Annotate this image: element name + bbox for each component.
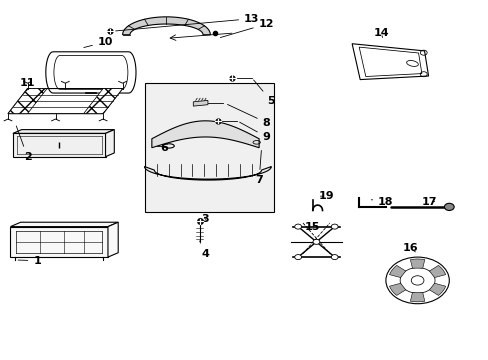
Circle shape: [312, 239, 319, 244]
Text: 7: 7: [255, 150, 263, 185]
Text: 16: 16: [402, 243, 417, 253]
Text: 15: 15: [305, 222, 320, 231]
Polygon shape: [144, 167, 271, 180]
Polygon shape: [389, 283, 405, 296]
Polygon shape: [10, 226, 108, 257]
Polygon shape: [108, 222, 118, 257]
Text: 5: 5: [253, 80, 275, 106]
Polygon shape: [428, 265, 445, 278]
Text: 8: 8: [227, 104, 270, 128]
Text: 13: 13: [115, 14, 259, 31]
FancyBboxPatch shape: [144, 83, 273, 212]
Text: 1: 1: [18, 256, 41, 266]
Text: 18: 18: [370, 197, 393, 207]
Circle shape: [410, 276, 423, 285]
Circle shape: [399, 267, 434, 293]
Text: 4: 4: [199, 241, 209, 258]
Polygon shape: [152, 121, 259, 148]
Polygon shape: [409, 259, 424, 268]
Polygon shape: [122, 17, 210, 35]
Text: 17: 17: [421, 197, 437, 207]
Polygon shape: [10, 222, 118, 226]
Polygon shape: [193, 100, 207, 106]
Circle shape: [444, 203, 453, 211]
Polygon shape: [428, 283, 445, 296]
Circle shape: [330, 224, 337, 229]
Circle shape: [294, 224, 301, 229]
Text: 12: 12: [220, 19, 274, 37]
Text: 2: 2: [16, 126, 31, 162]
Polygon shape: [105, 130, 114, 157]
Text: 9: 9: [239, 122, 270, 142]
Polygon shape: [83, 89, 122, 114]
Polygon shape: [409, 293, 424, 302]
Text: 6: 6: [152, 143, 168, 153]
Circle shape: [294, 255, 301, 260]
Polygon shape: [8, 89, 47, 114]
Polygon shape: [13, 130, 114, 134]
Circle shape: [385, 257, 448, 304]
Polygon shape: [389, 265, 405, 278]
Text: 3: 3: [201, 215, 209, 224]
Text: 19: 19: [318, 191, 333, 201]
Text: 10: 10: [83, 37, 113, 48]
Polygon shape: [13, 134, 105, 157]
Text: 14: 14: [372, 28, 388, 38]
Text: 11: 11: [20, 78, 35, 88]
Circle shape: [330, 255, 337, 260]
